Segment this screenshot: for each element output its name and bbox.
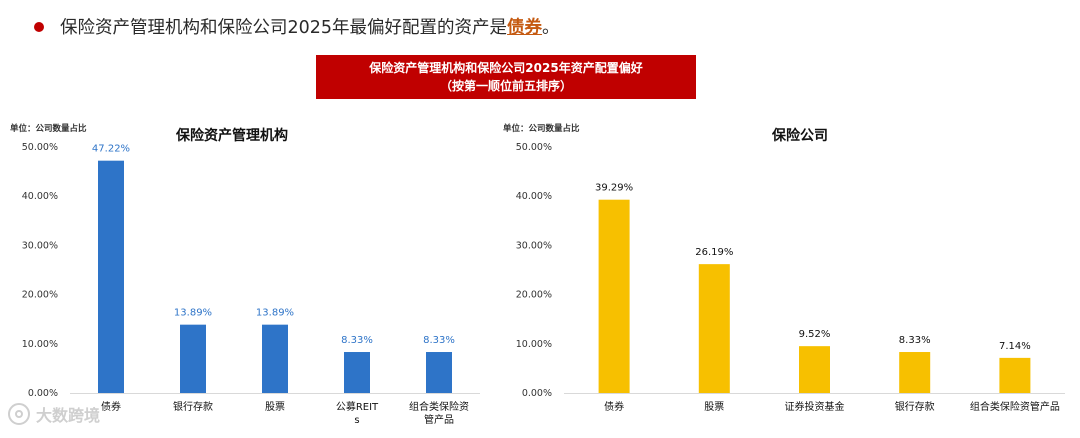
chart-right-bar: [598, 199, 630, 393]
chart-right-y-tick: 50.00%: [516, 142, 552, 153]
chart-right-unit-label: 单位：公司数量占比: [503, 123, 580, 134]
chart-right-category-label: 债券: [604, 400, 624, 413]
headline-highlight: 债券: [507, 18, 543, 38]
chart-right-bar: [799, 346, 830, 393]
banner: 保险资产管理机构和保险公司2025年资产配置偏好 （按第一顺位前五排序）: [316, 55, 696, 99]
chart-left-bar: [262, 324, 288, 393]
chart-right-data-label: 39.29%: [595, 183, 633, 194]
chart-right-category-label: 银行存款: [895, 400, 935, 413]
chart-right-bar: [899, 352, 931, 393]
chart-left-data-label: 13.89%: [174, 308, 212, 319]
chart-right-data-label: 8.33%: [899, 335, 931, 346]
chart-left-category-label: 股票: [265, 401, 285, 413]
chart-left-category-label: 公募REIT s: [336, 400, 379, 426]
chart-right-bar: [698, 264, 730, 393]
chart-right-category-label: 证券投资基金: [785, 400, 845, 413]
chart-right-category-label: 股票: [704, 401, 724, 413]
chart-left-data-label: 8.33%: [341, 335, 373, 346]
chart-left-title: 保险资产管理机构: [175, 127, 288, 144]
chart-left-y-tick: 20.00%: [22, 290, 58, 301]
chart-left-category-label: 组合类保险资管产品: [409, 400, 469, 426]
chart-right-data-label: 9.52%: [799, 329, 831, 340]
chart-left-category-label: 债券: [101, 400, 121, 413]
banner-line1: 保险资产管理机构和保险公司2025年资产配置偏好: [369, 61, 643, 75]
headline: 保险资产管理机构和保险公司2025年最偏好配置的资产是 债券。: [34, 14, 560, 39]
chart-left-data-label: 8.33%: [423, 335, 455, 346]
bullet-icon: [34, 21, 44, 32]
chart-right-bar: [999, 357, 1031, 393]
chart-left-bar: [98, 160, 124, 393]
chart-left-bar: [344, 352, 370, 393]
chart-right-y-tick: 30.00%: [516, 240, 552, 251]
chart-left-data-label: 47.22%: [92, 144, 130, 155]
chart-right-y-tick: 40.00%: [516, 191, 552, 202]
chart-left-unit-label: 单位：公司数量占比: [10, 123, 87, 134]
chart-left-category-label: 银行存款: [173, 400, 213, 413]
chart-left-bar: [426, 352, 452, 393]
headline-prefix: 保险资产管理机构和保险公司2025年最偏好配置的资产是: [60, 18, 508, 38]
watermark: 大数跨境: [8, 402, 100, 426]
chart-right-y-tick: 20.00%: [516, 290, 552, 301]
chart-left-y-tick: 10.00%: [22, 339, 58, 350]
chart-left-data-label: 13.89%: [256, 308, 294, 319]
chart-right-title: 保险公司: [771, 127, 828, 144]
banner-line2: （按第一顺位前五排序）: [439, 79, 572, 93]
headline-suffix: 。: [542, 18, 560, 38]
chart-left-y-tick: 30.00%: [22, 240, 58, 251]
chart-left-bar: [180, 324, 206, 393]
chart-right-data-label: 7.14%: [999, 341, 1031, 352]
chart-right-category-label: 组合类保险资管产品: [970, 400, 1060, 413]
chart-left-y-tick: 40.00%: [22, 191, 58, 202]
chart-left-y-tick: 0.00%: [28, 388, 58, 399]
chart-left-y-tick: 50.00%: [22, 142, 58, 153]
watermark-text: 大数跨境: [36, 406, 101, 425]
chart-right-y-tick: 10.00%: [516, 339, 552, 350]
watermark-logo-icon: [8, 403, 30, 425]
chart-right-data-label: 26.19%: [695, 247, 733, 258]
chart-right-y-tick: 0.00%: [522, 388, 552, 399]
